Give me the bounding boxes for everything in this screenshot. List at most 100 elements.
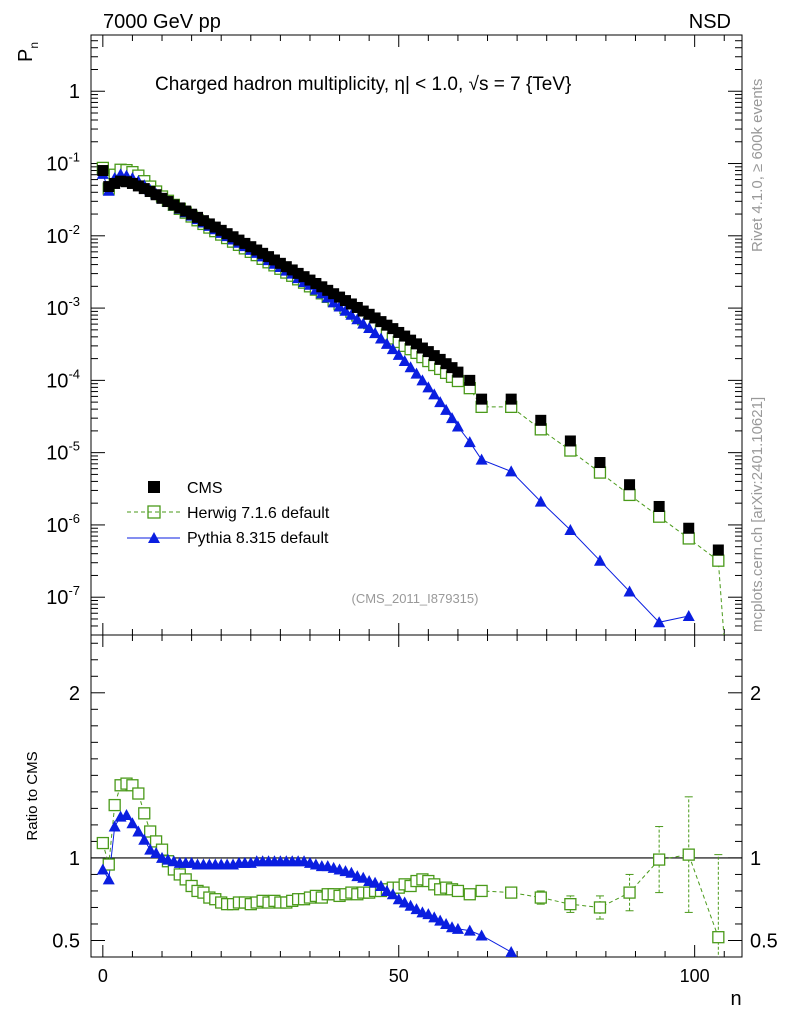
herwig-ratio-point: [623, 886, 636, 899]
pythia-ratio-point: [150, 846, 163, 858]
pythia-ratio-point: [392, 893, 405, 905]
y-tick-label: 1: [69, 81, 80, 103]
cms-point: [322, 284, 334, 296]
pythia-point: [653, 616, 666, 628]
herwig-ratio-point: [475, 884, 488, 898]
pythia-point: [380, 337, 393, 349]
pythia-point: [446, 412, 459, 424]
y-tick-label: 10-6: [46, 511, 80, 537]
y-tick-label: 10-2: [46, 222, 80, 248]
cms-point: [393, 326, 405, 338]
pythia-point: [475, 453, 488, 465]
mcplots-label: mcplots.cern.ch [arXiv:2401.10621]: [749, 397, 766, 632]
cms-point: [227, 231, 239, 243]
main-y-axis-label: Pn: [15, 42, 41, 62]
pythia-ratio-point: [345, 866, 358, 878]
cms-point: [505, 393, 517, 405]
cms-point: [168, 199, 180, 211]
pythia-point: [351, 313, 364, 325]
legend-pythia-label: Pythia 8.315 default: [187, 530, 329, 547]
pythia-point: [392, 348, 405, 360]
pythia-ratio-point: [463, 924, 476, 936]
cms-point: [251, 244, 263, 256]
cms-point: [280, 261, 292, 273]
cms-point: [624, 479, 636, 491]
pythia-point: [422, 381, 435, 393]
herwig-point: [712, 554, 725, 567]
herwig-ratio-point: [593, 901, 607, 914]
x-tick-label: 50: [389, 966, 409, 986]
title-prefix: Charged hadron multiplicity,: [155, 74, 394, 95]
cms-point: [197, 215, 209, 227]
chart-title: Charged hadron multiplicity, η| < 1.0, √…: [155, 74, 571, 95]
pythia-point: [682, 609, 695, 621]
pythia-point: [404, 361, 417, 373]
cms-point: [339, 295, 351, 307]
title-sqrt: √: [469, 74, 480, 95]
pythia-ratio-point: [132, 825, 145, 837]
pythia-ratio-point: [475, 929, 488, 941]
herwig-point: [564, 444, 577, 457]
cms-point: [150, 189, 162, 201]
pythia-ratio-point: [451, 922, 464, 934]
cms-point: [144, 186, 156, 198]
pythia-ratio-point: [96, 863, 109, 875]
pythia-ratio-point: [374, 879, 387, 891]
cms-point: [115, 175, 127, 187]
cms-point: [363, 308, 375, 320]
ratio-data-layer: [91, 777, 742, 957]
y-label-sub: n: [27, 42, 41, 49]
pythia-point: [440, 403, 453, 415]
pythia-point: [374, 332, 387, 344]
pythia-point: [321, 291, 334, 303]
cms-point: [257, 247, 269, 259]
ratio-y-tick-label: 1: [69, 848, 80, 870]
cms-point: [416, 342, 428, 354]
pythia-ratio-point: [138, 833, 151, 845]
cms-point: [186, 208, 198, 220]
cms-point: [564, 435, 576, 447]
cms-point: [422, 346, 434, 358]
process-label: NSD: [689, 11, 731, 33]
cms-point: [162, 196, 174, 208]
cms-point: [375, 316, 387, 328]
pythia-ratio-point: [440, 917, 453, 929]
legend-pythia-marker: [148, 532, 160, 543]
axes-layer: 0 50 100 10-7 10-6 10-5 10-4 10-3 10-2 10-1 1 0.5 0.…: [46, 34, 778, 986]
pythia-point: [564, 524, 577, 536]
cms-point: [215, 224, 227, 236]
y-tick-label: 10-4: [46, 366, 80, 392]
pythia-point: [428, 388, 441, 400]
herwig-ratio-line: [102, 783, 719, 938]
herwig-ratio-point: [682, 848, 695, 861]
pythia-point: [410, 367, 423, 379]
cms-point: [180, 205, 192, 217]
cms-point: [381, 319, 393, 331]
cms-point: [387, 323, 399, 335]
legend-herwig-label: Herwig 7.1.6 default: [187, 505, 330, 522]
herwig-ratio-point: [712, 931, 725, 944]
cms-point: [369, 312, 381, 324]
cms-point: [292, 267, 304, 279]
pythia-ratio-point: [144, 843, 157, 855]
pythia-point: [416, 374, 429, 386]
herwig-point: [682, 532, 695, 545]
pythia-ratio-point: [126, 817, 139, 829]
pythia-point: [363, 322, 376, 334]
cms-point: [263, 251, 275, 263]
pythia-point: [369, 327, 382, 339]
cms-point: [434, 353, 446, 365]
cms-point: [192, 211, 204, 223]
pythia-point: [386, 343, 399, 355]
cms-point: [156, 192, 168, 204]
pythia-point: [339, 304, 352, 316]
legend: CMS Herwig 7.1.6 default Pythia 8.315 de…: [127, 480, 330, 547]
cms-point: [399, 330, 411, 342]
pythia-ratio-point: [369, 876, 382, 888]
cms-point: [653, 500, 665, 512]
cms-point: [97, 165, 109, 177]
cms-point: [476, 393, 488, 405]
cms-point: [440, 358, 452, 370]
y-tick-label: 10-7: [46, 583, 80, 609]
y-tick-label: 10-1: [46, 150, 80, 176]
